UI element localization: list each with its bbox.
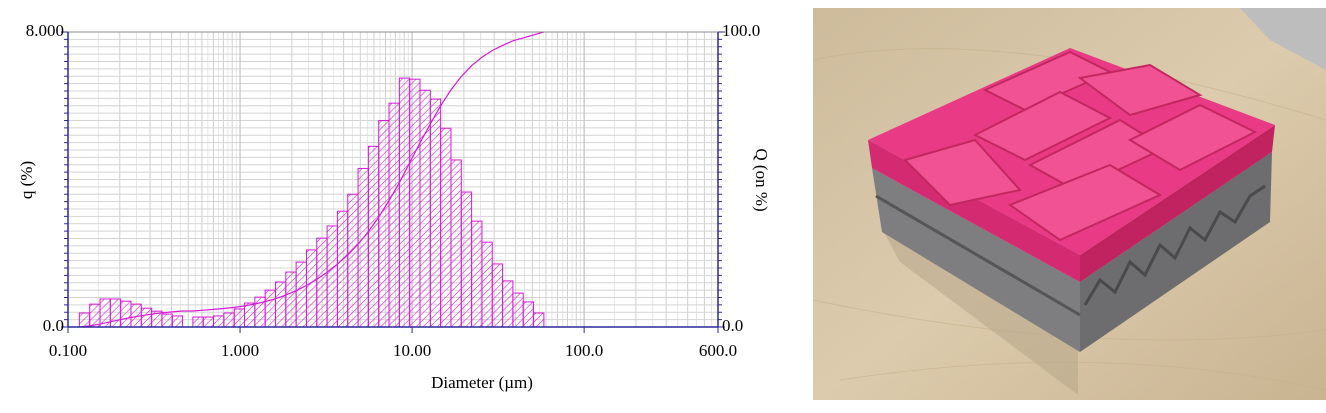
bar <box>316 237 328 328</box>
bar <box>502 280 514 328</box>
x-tick-label: 10.00 <box>393 341 431 360</box>
bar <box>171 315 184 328</box>
bar <box>233 308 246 328</box>
y-tick-label: 0.0 <box>43 316 64 335</box>
y2-tick-label: 0.0 <box>722 316 743 335</box>
bar <box>295 261 307 328</box>
bar <box>161 313 173 328</box>
bar <box>264 289 276 328</box>
bar <box>285 271 297 328</box>
bar <box>140 307 153 328</box>
bar <box>213 315 225 328</box>
x-tick-label: 1.000 <box>221 341 259 360</box>
bar <box>326 225 338 328</box>
shadow <box>880 225 1078 395</box>
chart: 0.100 1.000 10.00 100.0 600.0 0.0 8.000 0.0 100.… <box>17 21 771 392</box>
pink-right-face <box>1080 125 1275 282</box>
y2-axis-label: Q (on %) <box>752 148 771 211</box>
gray-seam <box>875 194 1081 317</box>
x-tick-label: 600.0 <box>699 341 737 360</box>
y-tick-label: 8.000 <box>26 21 64 40</box>
bar <box>192 316 204 328</box>
gray-right-face <box>1080 152 1272 352</box>
bar <box>388 102 400 328</box>
bar <box>471 220 483 328</box>
bar <box>450 159 462 328</box>
bar <box>274 281 287 328</box>
bar <box>429 98 442 328</box>
x-tick-label: 0.100 <box>49 341 87 360</box>
photo <box>813 8 1326 400</box>
bar <box>440 127 452 328</box>
bar <box>120 300 132 328</box>
bar <box>522 301 535 328</box>
bar <box>409 78 421 328</box>
bar <box>357 167 369 328</box>
bar <box>78 312 91 328</box>
bar <box>491 263 504 328</box>
bricks <box>903 50 1258 242</box>
bar <box>378 120 390 328</box>
zigzag-joint <box>1083 184 1266 306</box>
bar <box>460 191 473 328</box>
bar <box>398 77 411 328</box>
bar <box>305 249 318 328</box>
bar <box>89 303 101 328</box>
cumulative-line <box>79 31 545 328</box>
bar <box>223 312 235 328</box>
gray-left-face <box>872 168 1080 352</box>
bar <box>533 312 545 328</box>
bar <box>512 292 524 328</box>
y2-tick-label: 100.0 <box>722 21 760 40</box>
x-axis-label: Diameter (µm) <box>431 373 533 392</box>
bar <box>244 302 256 328</box>
x-tick-label: 100.0 <box>565 341 603 360</box>
bar <box>109 298 122 328</box>
bar <box>367 145 380 328</box>
bar <box>202 316 215 328</box>
bar <box>481 241 493 328</box>
bar <box>336 210 349 328</box>
y-axis-label: q (%) <box>17 161 36 199</box>
axes: 0.100 1.000 10.00 100.0 600.0 0.0 8.000 0.0 100.… <box>26 21 761 360</box>
wall <box>1240 8 1326 70</box>
bar <box>347 193 359 328</box>
